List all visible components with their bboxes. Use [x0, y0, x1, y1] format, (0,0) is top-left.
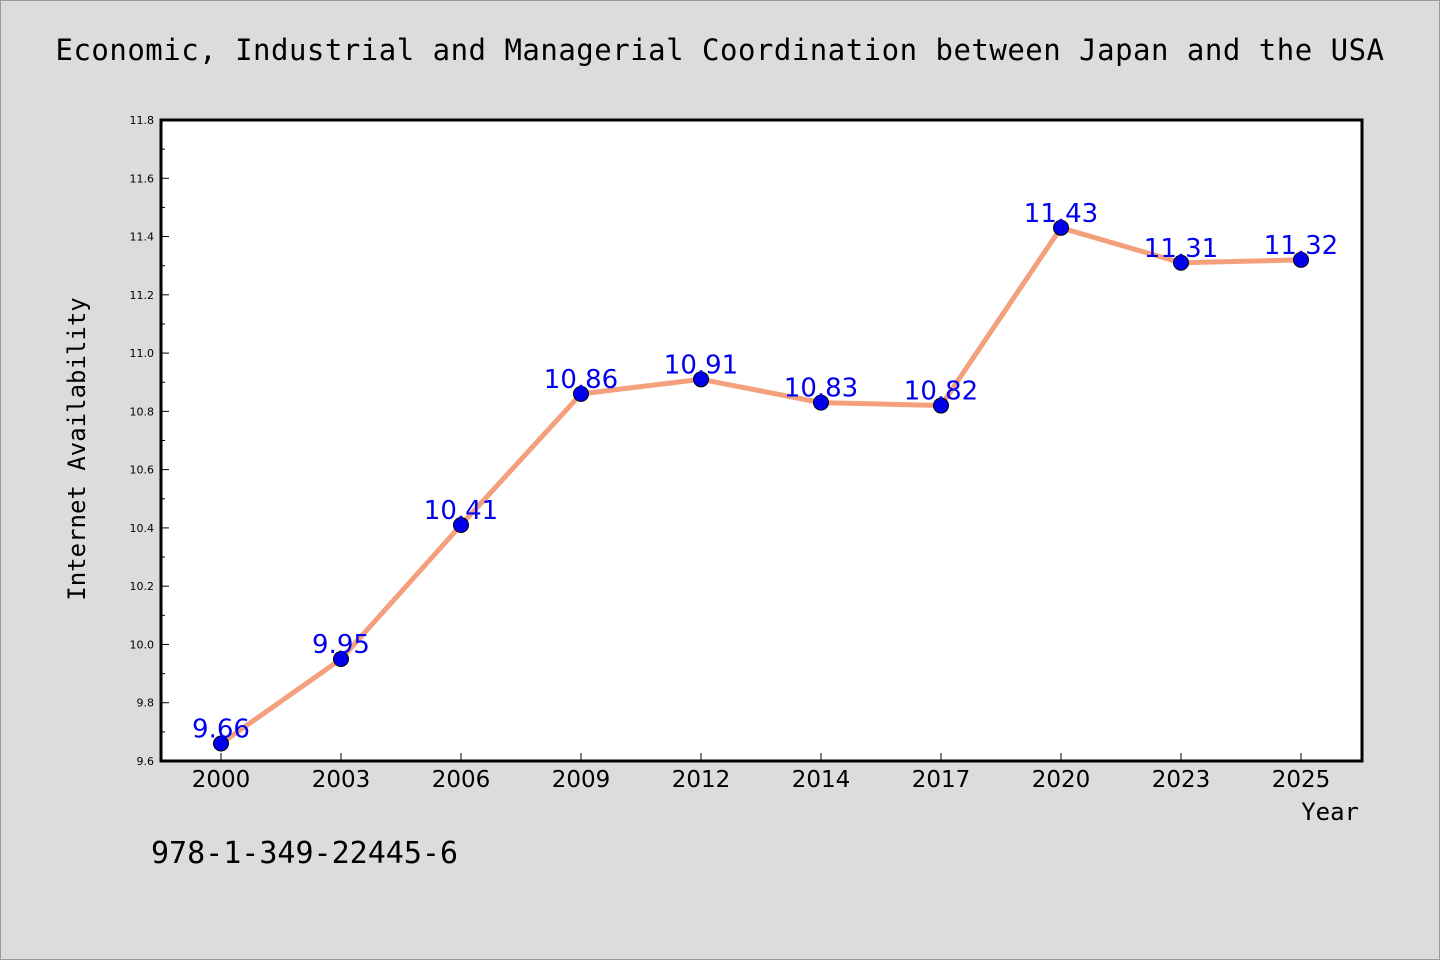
y-tick-label: 10.4 — [130, 522, 155, 535]
data-label: 10.86 — [544, 365, 618, 395]
data-point — [573, 385, 589, 402]
data-point — [1173, 254, 1189, 271]
y-tick-label: 11.0 — [130, 347, 155, 360]
x-tick-label: 2014 — [792, 767, 851, 793]
y-tick-label: 11.8 — [130, 114, 155, 127]
y-axis-ticks: 9.6 9.8 10.0 10.2 10.4 10.6 10.8 11.0 11.2 11.4 11… — [130, 114, 169, 768]
data-label: 10.91 — [664, 350, 738, 380]
data-point — [453, 516, 469, 533]
x-tick-label: 2012 — [672, 767, 731, 793]
y-tick-label: 11.2 — [130, 289, 155, 302]
y-tick-label: 11.6 — [130, 172, 155, 185]
data-label: 11.43 — [1024, 199, 1098, 229]
plot-area — [161, 120, 1362, 761]
y-tick-label: 10.6 — [130, 464, 155, 477]
data-label: 11.31 — [1144, 234, 1218, 264]
isbn-text: 978-1-349-22445-6 — [151, 836, 459, 871]
series-line — [219, 225, 1302, 746]
x-axis-ticks: 2000 2003 2006 2009 2012 2014 2017 2020 2023 2025 — [192, 753, 1331, 793]
plot-frame — [159, 118, 1364, 763]
data-point — [1053, 219, 1069, 236]
data-label: 9.66 — [192, 715, 250, 745]
data-point — [1293, 251, 1309, 268]
data-label: 10.83 — [784, 374, 858, 404]
chart-title: Economic, Industrial and Managerial Coor… — [55, 33, 1385, 67]
data-point — [933, 397, 949, 414]
data-label: 11.32 — [1264, 231, 1338, 261]
data-label: 10.82 — [904, 377, 978, 407]
x-tick-label: 2020 — [1032, 767, 1091, 793]
data-point — [213, 735, 229, 752]
data-label: 10.41 — [424, 496, 498, 526]
x-tick-label: 2023 — [1152, 767, 1211, 793]
data-points — [213, 219, 1309, 752]
y-tick-label: 9.6 — [137, 755, 155, 768]
x-tick-label: 2025 — [1272, 767, 1331, 793]
x-axis-label: Year — [1301, 798, 1359, 826]
data-point — [333, 651, 349, 668]
y-tick-label: 9.8 — [137, 697, 155, 710]
data-labels: 9.66 9.95 10.41 10.86 10.91 10.83 10.82 11.43 11… — [192, 199, 1338, 745]
y-tick-label: 10.8 — [130, 405, 155, 418]
y-tick-label: 10.2 — [130, 580, 155, 593]
x-tick-label: 2006 — [432, 767, 491, 793]
data-point — [693, 371, 709, 388]
x-tick-label: 2009 — [552, 767, 611, 793]
data-point — [813, 394, 829, 411]
y-tick-label: 10.0 — [130, 638, 155, 651]
x-tick-label: 2003 — [312, 767, 371, 793]
x-tick-label: 2017 — [912, 767, 971, 793]
y-tick-label: 11.4 — [130, 231, 155, 244]
x-tick-label: 2000 — [192, 767, 251, 793]
data-label: 9.95 — [312, 630, 370, 660]
